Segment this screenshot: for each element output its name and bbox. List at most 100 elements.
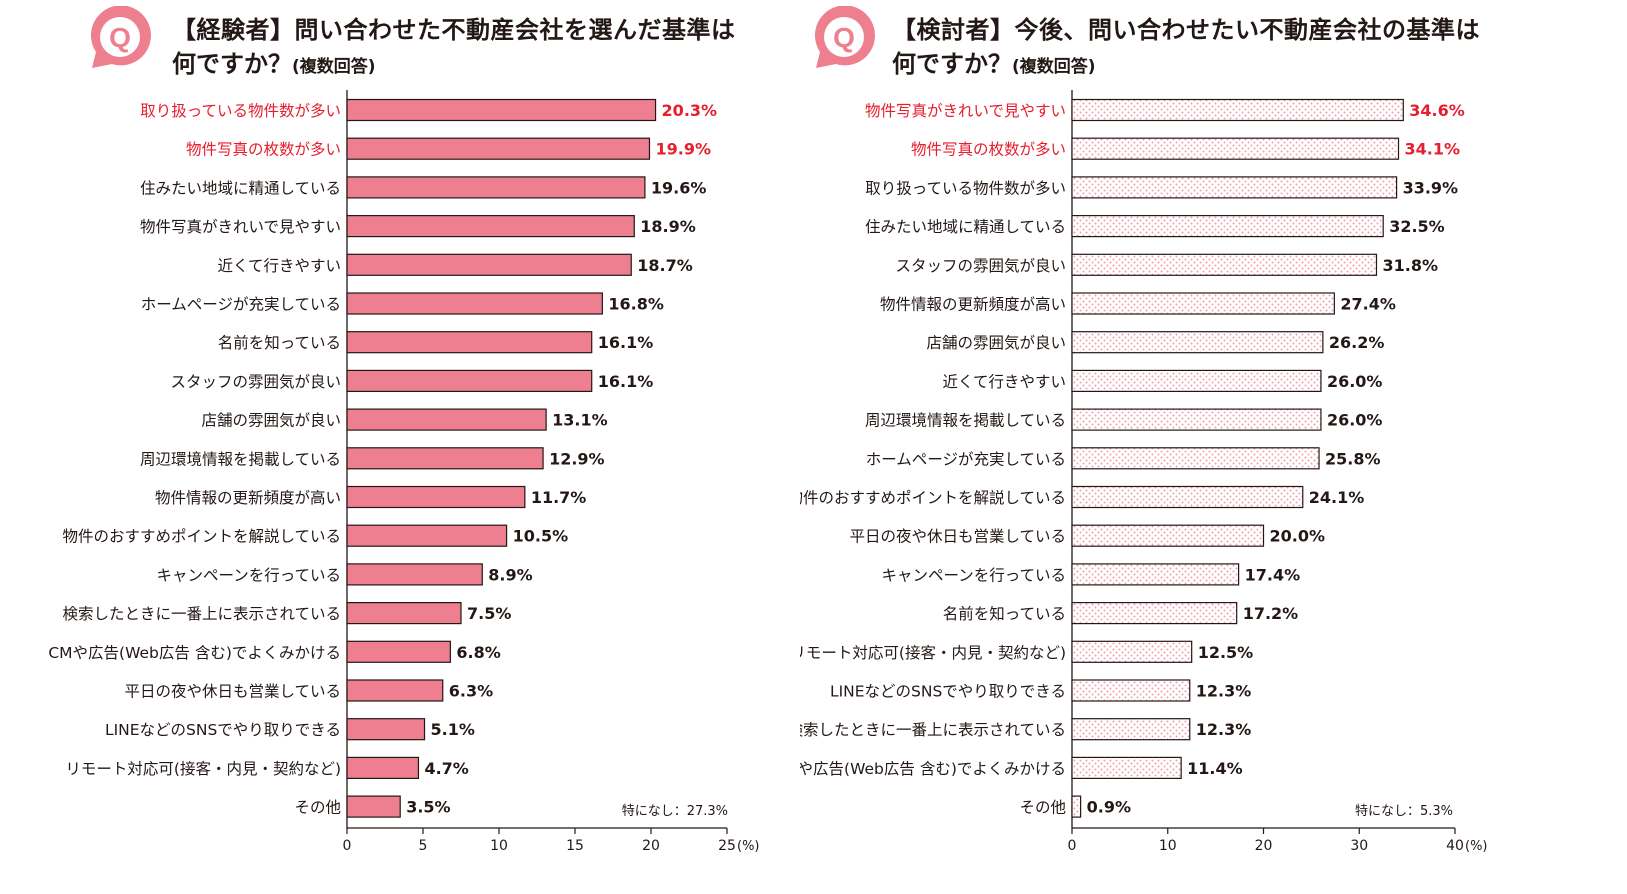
bar	[1071, 718, 1191, 741]
category-label: 物件情報の更新頻度が高い	[880, 296, 1066, 314]
value-label: 0.9%	[1087, 798, 1131, 817]
bar	[346, 485, 526, 509]
chart-title-line1: 【経験者】問い合わせた不動産会社を選んだ基準は	[172, 16, 736, 44]
bar	[1071, 253, 1378, 276]
x-tick-label: 10	[490, 838, 508, 854]
chart-title-line2: 何ですか？(複数回答)	[892, 44, 1096, 79]
category-label: 住みたい地域に精通している	[865, 218, 1066, 236]
chart-title-note: (複数回答)	[1012, 57, 1096, 77]
footnote-none: 特になし：27.3%	[622, 804, 728, 819]
category-label: 店舗の雰囲気が良い	[201, 412, 341, 430]
bar	[1071, 563, 1240, 586]
q-badge-icon: Q	[814, 6, 875, 68]
value-label: 10.5%	[513, 527, 569, 546]
value-label: 5.1%	[431, 720, 475, 739]
value-label: 19.9%	[655, 140, 711, 159]
value-label: 32.5%	[1389, 217, 1445, 236]
bar	[346, 292, 603, 315]
bar	[1071, 137, 1400, 160]
bar	[1071, 215, 1384, 238]
value-label: 3.5%	[406, 798, 450, 817]
bar	[346, 137, 651, 160]
category-label: 名前を知っている	[218, 334, 341, 352]
category-label: 平日の夜や休日も営業している	[849, 528, 1066, 546]
bar	[346, 679, 444, 702]
bar	[346, 640, 451, 663]
bar-chart-experienced: 0 5 10 15 20 25 (%) 取り扱っている物件数が多い 20.3% 物件写真の枚数が多…	[48, 90, 760, 854]
value-label: 24.1%	[1309, 488, 1365, 507]
value-label: 17.4%	[1245, 565, 1301, 584]
value-label: 13.1%	[552, 411, 608, 430]
bar	[346, 408, 547, 431]
value-label: 16.1%	[598, 333, 654, 352]
footnote-none: 特になし：5.3%	[1355, 804, 1453, 819]
bar	[1071, 98, 1404, 122]
chart-title-line1: 【検討者】今後、問い合わせたい不動産会社の基準は	[892, 16, 1480, 44]
category-label: キャンペーンを行っている	[882, 566, 1066, 584]
bar	[1071, 331, 1324, 354]
x-tick-label: 15	[566, 838, 584, 854]
chart-title-question: 何ですか？	[892, 50, 1012, 78]
value-label: 20.3%	[662, 101, 718, 120]
q-badge-letter: Q	[109, 22, 131, 53]
x-unit-label: (%)	[737, 839, 760, 854]
category-label: その他	[294, 799, 341, 817]
value-label: 26.2%	[1329, 333, 1385, 352]
category-label: 店舗の雰囲気が良い	[926, 334, 1066, 352]
bar	[1071, 447, 1320, 470]
category-label: 物件のおすすめポイントを解説している	[62, 528, 341, 546]
bar-chart-considering: 0 10 20 30 40 (%) 物件写真がきれいで見やすい 34.6% 物件写真の枚数が多い…	[800, 90, 1488, 854]
value-label: 4.7%	[424, 759, 468, 778]
value-label: 7.5%	[467, 604, 511, 623]
category-label: 近くて行きやすい	[217, 257, 341, 275]
bar	[1071, 524, 1265, 547]
x-tick-label: 0	[1068, 838, 1077, 854]
value-label: 8.9%	[488, 565, 532, 584]
category-label: 物件写真がきれいで見やすい	[865, 102, 1066, 120]
value-label: 34.6%	[1409, 101, 1465, 120]
value-label: 31.8%	[1382, 256, 1438, 275]
x-tick-label: 10	[1159, 838, 1177, 854]
category-label: LINEなどのSNSでやり取りできる	[105, 721, 341, 739]
value-label: 18.7%	[637, 256, 693, 275]
value-label: 18.9%	[640, 217, 696, 236]
bar	[1071, 601, 1238, 625]
bar	[346, 215, 635, 238]
value-label: 12.5%	[1198, 643, 1254, 662]
bar	[1071, 640, 1193, 663]
category-label: 物件写真の枚数が多い	[186, 141, 341, 159]
x-unit-label: (%)	[1465, 839, 1488, 854]
category-label: 近くて行きやすい	[942, 373, 1066, 391]
value-label: 26.0%	[1327, 372, 1383, 391]
value-label: 11.7%	[531, 488, 587, 507]
value-label: 12.3%	[1196, 682, 1252, 701]
category-label: 取り扱っている物件数が多い	[865, 179, 1066, 197]
category-label: 住みたい地域に精通している	[140, 179, 341, 197]
bar	[346, 601, 462, 625]
bar	[1071, 292, 1335, 315]
category-label: 検索したときに一番上に表示されている	[800, 721, 1066, 739]
category-label: 物件情報の更新頻度が高い	[155, 489, 341, 507]
category-label: 検索したときに一番上に表示されている	[62, 605, 341, 623]
category-label: 周辺環境情報を掲載している	[140, 449, 341, 468]
x-tick-label: 20	[1255, 838, 1273, 854]
x-tick-label: 40	[1446, 838, 1464, 854]
category-label: 物件写真がきれいで見やすい	[140, 218, 341, 236]
category-label: その他	[1019, 799, 1066, 817]
bar	[346, 98, 657, 122]
value-label: 12.3%	[1196, 720, 1252, 739]
category-label: リモート対応可(接客・内見・契約など)	[800, 644, 1066, 662]
bar	[1071, 756, 1182, 780]
value-label: 17.2%	[1243, 604, 1299, 623]
category-label: 平日の夜や休日も営業している	[124, 683, 341, 701]
value-label: 16.1%	[598, 372, 654, 391]
category-label: 物件のおすすめポイントを解説している	[800, 489, 1066, 507]
bar	[1071, 176, 1398, 199]
bar	[1071, 795, 1082, 818]
category-label: LINEなどのSNSでやり取りできる	[830, 683, 1066, 701]
value-label: 12.9%	[549, 449, 605, 468]
bar	[1071, 369, 1322, 392]
bar	[346, 447, 544, 470]
category-label: CMや広告(Web広告 含む)でよくみかける	[48, 644, 341, 662]
q-badge-letter: Q	[833, 22, 855, 53]
